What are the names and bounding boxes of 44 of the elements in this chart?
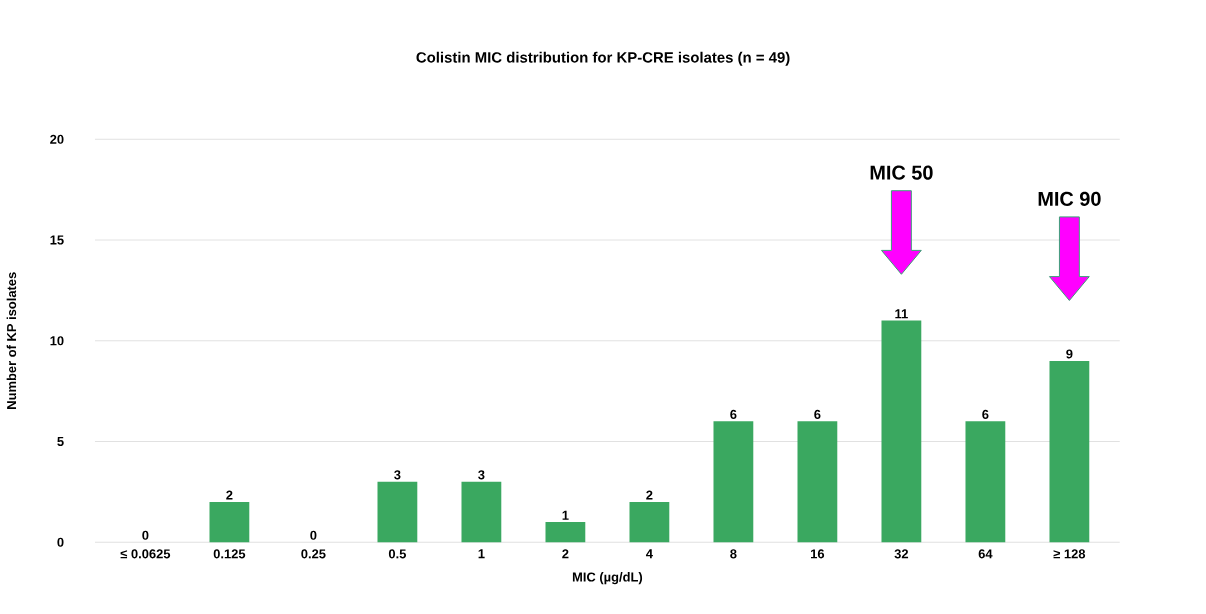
data-label: 2 <box>646 490 653 500</box>
data-label: 0 <box>310 530 317 540</box>
annotation: MIC 50 <box>870 165 933 180</box>
x-tick-label: 1 <box>478 549 485 559</box>
x-tick-label: 16 <box>811 549 825 559</box>
data-label: 11 <box>895 309 908 319</box>
data-label: 3 <box>394 470 401 480</box>
bar <box>209 502 250 543</box>
chart-title: Colistin MIC distribution for KP-CRE isolates (n = 49) <box>416 51 790 66</box>
y-tick-label: 10 <box>50 336 64 346</box>
bar <box>965 421 1006 543</box>
y-axis-title: Number of KP isolates <box>6 272 17 409</box>
data-label: 6 <box>814 409 821 420</box>
bar <box>1049 360 1090 543</box>
annotation: MIC 90 <box>1038 191 1101 206</box>
y-tick-label: 5 <box>57 437 64 447</box>
bar <box>881 320 922 543</box>
x-tick-label: 0.125 <box>213 549 246 559</box>
x-axis-title: MIC (µg/dL) <box>572 572 643 585</box>
y-tick-label: 0 <box>57 537 64 547</box>
data-label: 3 <box>478 470 485 480</box>
bar <box>629 502 670 543</box>
data-label: 0 <box>142 530 149 540</box>
data-label: 1 <box>562 510 569 520</box>
bar <box>377 481 418 543</box>
x-tick-label: ≥ 128 <box>1053 549 1086 559</box>
x-tick-label: 4 <box>645 549 653 559</box>
x-tick-label: 8 <box>730 549 737 559</box>
bar <box>461 481 502 543</box>
x-tick-label: 64 <box>978 549 993 559</box>
data-label: 6 <box>730 409 737 420</box>
x-tick-label: 0.25 <box>301 549 326 559</box>
data-label: 6 <box>982 409 989 420</box>
bar <box>797 421 838 543</box>
data-label: 2 <box>226 490 233 500</box>
bar <box>713 421 754 543</box>
y-tick-label: 15 <box>50 235 64 245</box>
x-tick-label: 32 <box>894 549 909 559</box>
x-tick-label: 2 <box>562 549 569 559</box>
data-label: 9 <box>1066 349 1073 359</box>
y-tick-label: 20 <box>50 134 64 144</box>
x-tick-label: ≤ 0.0625 <box>120 549 171 559</box>
bar <box>545 522 586 543</box>
x-tick-label: 0.5 <box>388 549 407 559</box>
